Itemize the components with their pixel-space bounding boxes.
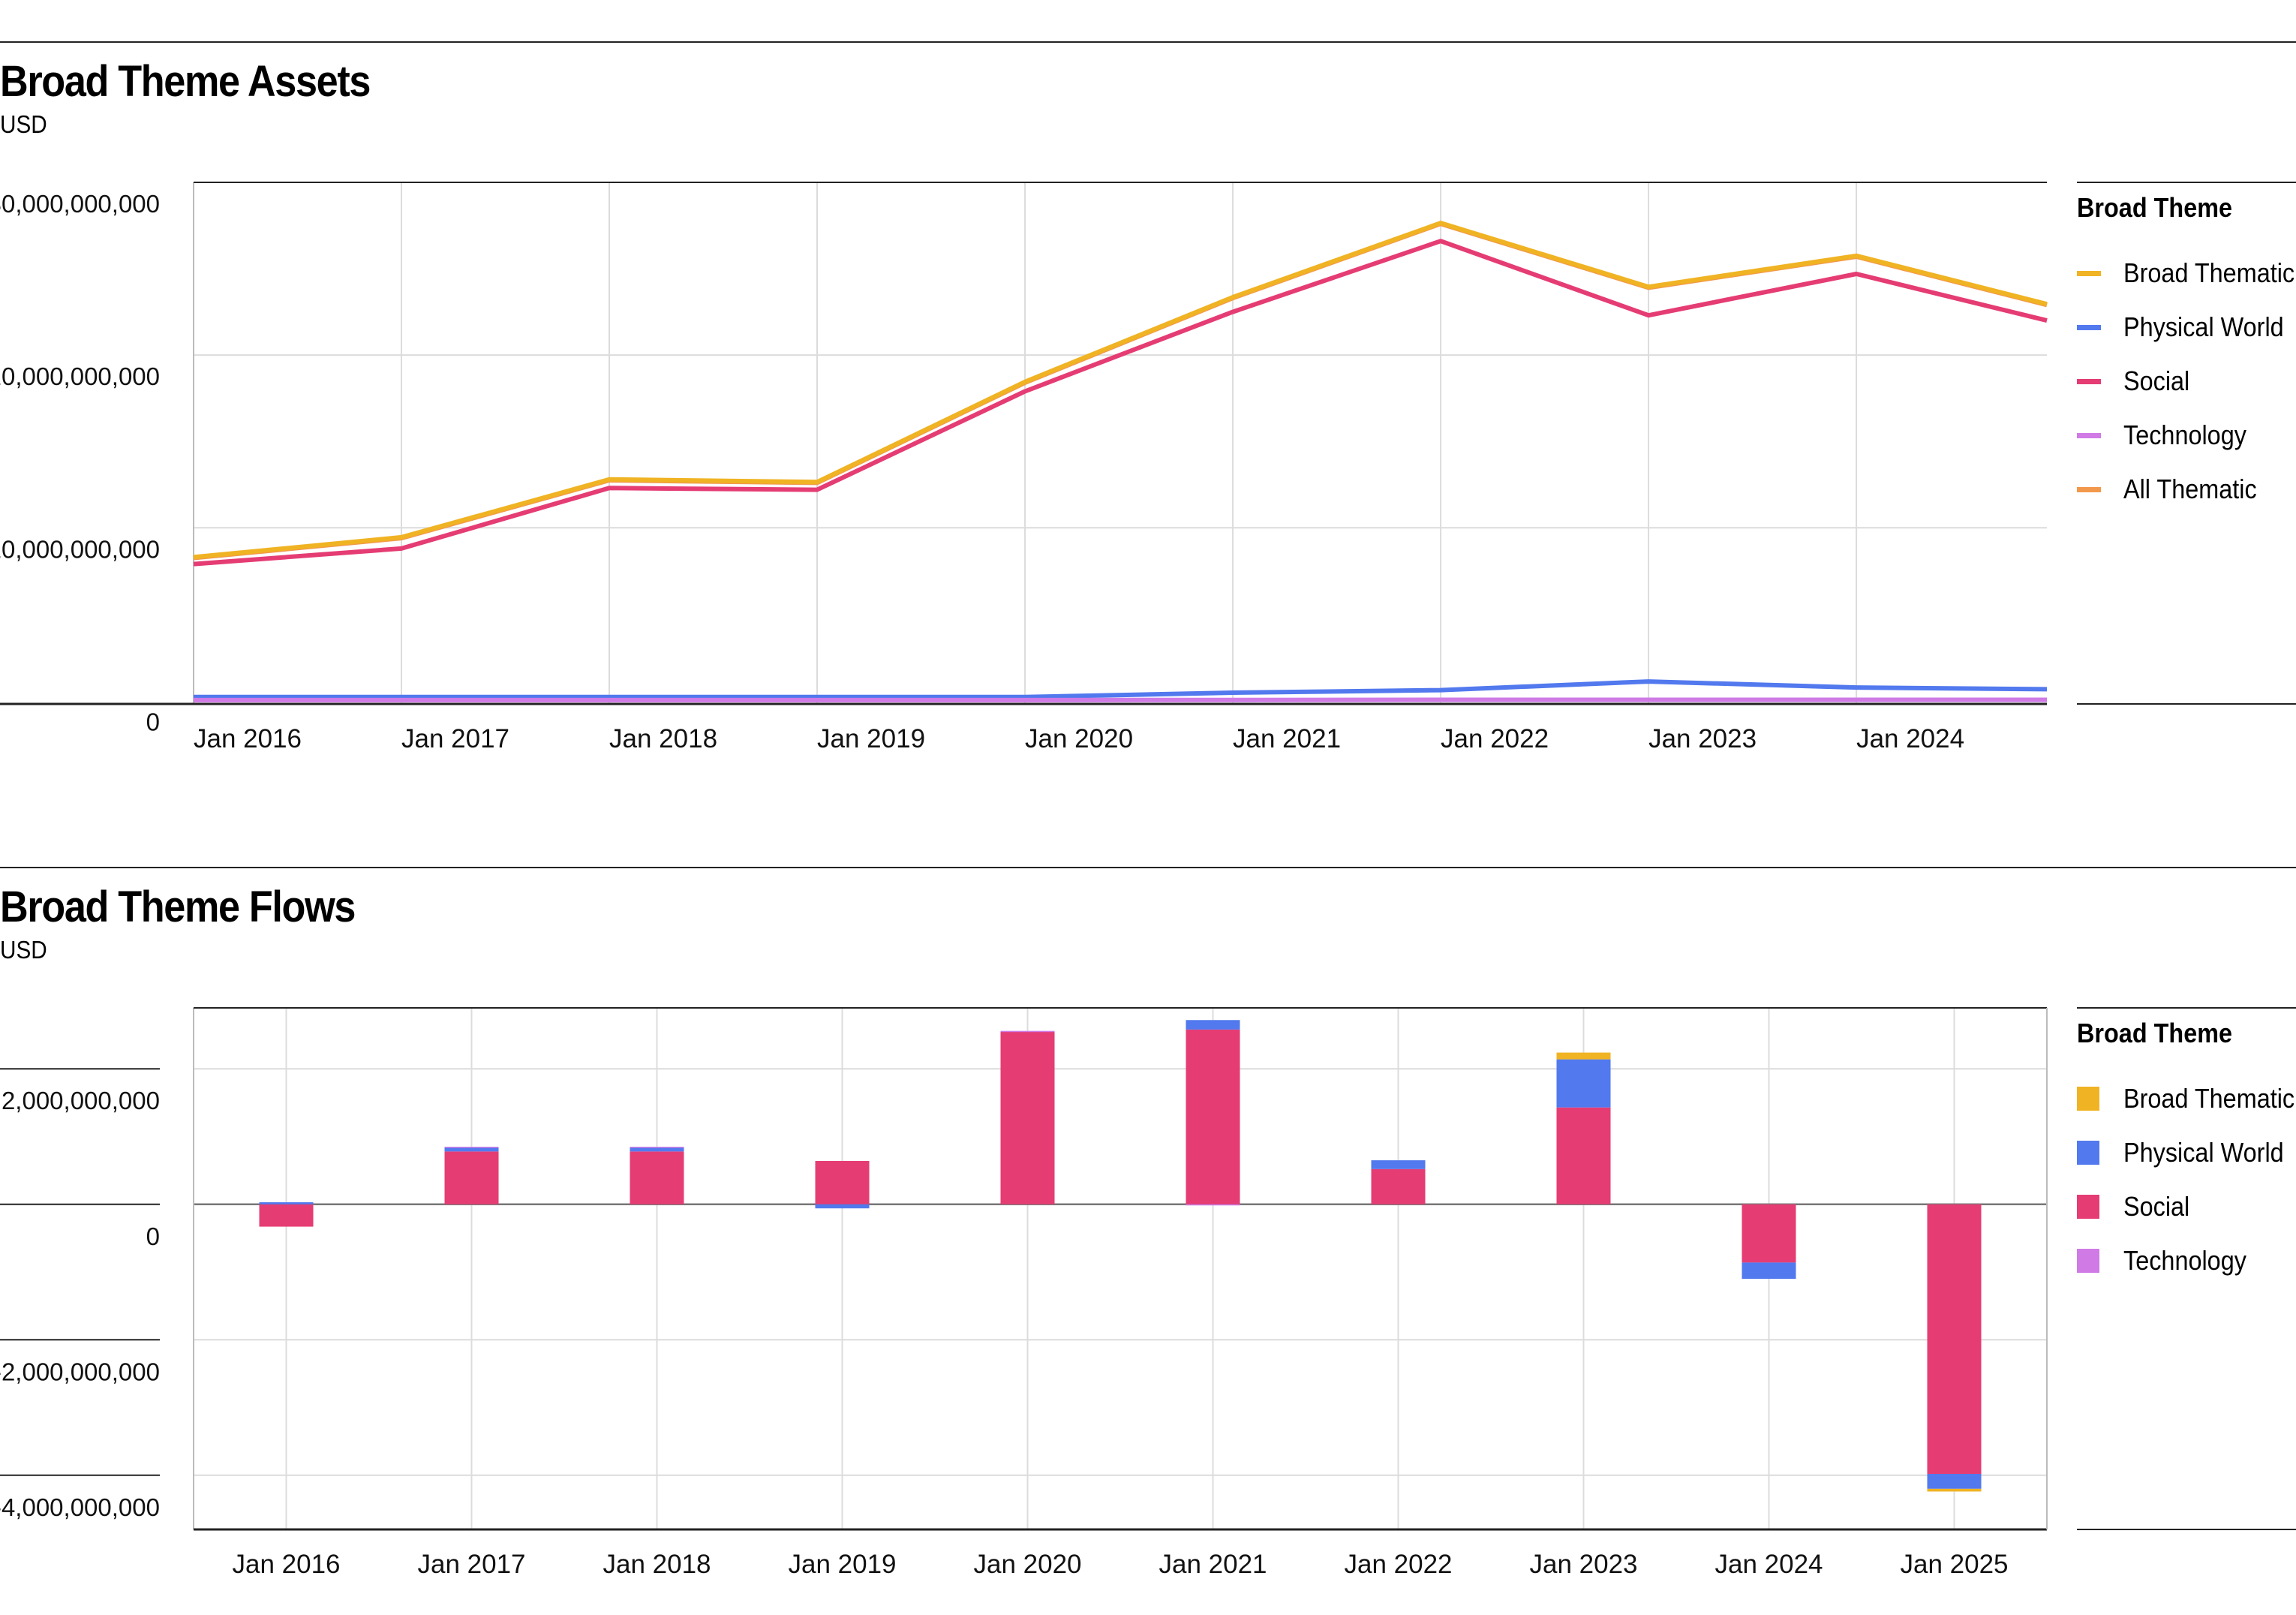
flows-x-tick-label: Jan 2016 bbox=[232, 1550, 340, 1579]
flows-bar-segment-social bbox=[444, 1151, 499, 1204]
flows-bar-segment-social bbox=[1000, 1031, 1055, 1204]
flows-panel: Broad Theme Flows USD bbox=[0, 867, 2296, 1615]
assets-legend-label: Broad Thematic bbox=[2123, 257, 2295, 288]
flows-legend-label: Physical World bbox=[2123, 1137, 2284, 1168]
flows-y-tick-label: -4,000,000,000 bbox=[0, 1493, 160, 1521]
flows-legend-item-physical-world: Physical World bbox=[2077, 1126, 2296, 1180]
assets-legend-title: Broad Theme bbox=[2077, 192, 2233, 223]
flows-x-tick-label: Jan 2020 bbox=[973, 1550, 1081, 1579]
assets-legend-item-technology: Technology bbox=[2077, 408, 2296, 462]
flows-bar-segment-technology bbox=[630, 1147, 684, 1148]
assets-legend-swatch bbox=[2077, 486, 2101, 492]
assets-legend-item-all-thematic: All Thematic bbox=[2077, 462, 2296, 516]
assets-legend-swatch bbox=[2077, 378, 2101, 384]
flows-bar-segment-physical-world bbox=[630, 1147, 684, 1152]
assets-x-tick-label: Jan 2018 bbox=[609, 724, 717, 753]
flows-bar-segment-social bbox=[630, 1151, 684, 1204]
flows-bar-segment-physical-world bbox=[815, 1204, 870, 1209]
assets-x-tick-label: Jan 2023 bbox=[1648, 724, 1757, 753]
flows-bar-segment-physical-world bbox=[1742, 1262, 1796, 1280]
assets-legend-label: Physical World bbox=[2123, 311, 2284, 342]
flows-bar-segment-social bbox=[1742, 1204, 1796, 1263]
flows-bar-segment-physical-world bbox=[1927, 1473, 1982, 1489]
flows-bar-segment-social bbox=[1927, 1204, 1982, 1474]
flows-bar-segment-broad-thematic bbox=[1927, 1488, 1982, 1492]
flows-bar-segment-social bbox=[1371, 1168, 1426, 1204]
flows-x-tick-label: Jan 2018 bbox=[603, 1550, 711, 1579]
flows-legend-swatch bbox=[2077, 1087, 2099, 1111]
assets-legend-item-physical-world: Physical World bbox=[2077, 300, 2296, 354]
assets-chart-unit: USD bbox=[0, 110, 47, 138]
flows-bar-segment-broad-thematic bbox=[1556, 1052, 1611, 1060]
flows-legend-swatch bbox=[2077, 1141, 2099, 1165]
assets-x-tick-label: Jan 2021 bbox=[1233, 724, 1341, 753]
assets-y-tick-label: 20,000,000,000 bbox=[0, 362, 160, 390]
assets-legend-swatch bbox=[2077, 270, 2101, 276]
flows-x-tick-label: Jan 2019 bbox=[788, 1550, 896, 1579]
assets-y-tick-label: 30,000,000,000 bbox=[0, 190, 160, 218]
flows-x-tick-label: Jan 2022 bbox=[1344, 1550, 1452, 1579]
flows-legend-label: Broad Thematic bbox=[2123, 1083, 2295, 1114]
assets-series-line-physical-world bbox=[194, 679, 2048, 699]
flows-legend-swatch bbox=[2077, 1195, 2099, 1219]
assets-x-tick-label: Jan 2024 bbox=[1856, 724, 1964, 753]
flows-x-tick-label: Jan 2017 bbox=[417, 1550, 525, 1579]
flows-bar-segment-technology bbox=[1000, 1030, 1055, 1033]
flows-bar-segment-physical-world bbox=[259, 1202, 314, 1204]
flows-bar-segment-physical-world bbox=[1186, 1020, 1240, 1030]
assets-x-tick-label: Jan 2016 bbox=[194, 724, 302, 753]
flows-legend-swatch bbox=[2077, 1249, 2099, 1273]
assets-x-tick-label: Jan 2022 bbox=[1441, 724, 1549, 753]
flows-chart-unit: USD bbox=[0, 936, 47, 964]
assets-legend-label: All Thematic bbox=[2123, 474, 2257, 504]
flows-y-tick-label: 0 bbox=[146, 1223, 160, 1250]
assets-legend-swatch bbox=[2077, 432, 2101, 438]
assets-series-line-broad-thematic bbox=[193, 221, 2048, 560]
flows-bar-segment-social bbox=[259, 1204, 314, 1227]
flows-legend-title: Broad Theme bbox=[2077, 1018, 2233, 1048]
flows-bar-segment-physical-world bbox=[444, 1147, 499, 1152]
assets-panel: Broad Theme Assets USD bbox=[0, 41, 2296, 792]
flows-legend-item-technology: Technology bbox=[2077, 1234, 2296, 1288]
assets-legend: Broad Theme Broad Thematic Physical World… bbox=[2077, 192, 2296, 516]
flows-x-tick-label: Jan 2024 bbox=[1714, 1550, 1823, 1579]
flows-bar-segment-technology bbox=[1186, 1204, 1240, 1206]
assets-y-tick-label: 10,000,000,000 bbox=[0, 535, 160, 563]
flows-legend-item-social: Social bbox=[2077, 1180, 2296, 1234]
assets-series-line-social bbox=[193, 239, 2048, 567]
flows-y-tick-label: 2,000,000,000 bbox=[2, 1087, 160, 1114]
assets-panel-rule bbox=[0, 41, 2296, 43]
assets-x-tick-label: Jan 2020 bbox=[1025, 724, 1133, 753]
flows-bar-segment-technology bbox=[444, 1147, 499, 1148]
flows-y-tick-label: -2,000,000,000 bbox=[0, 1358, 160, 1385]
flows-x-tick-label: Jan 2021 bbox=[1159, 1550, 1267, 1579]
flows-x-tick-label: Jan 2025 bbox=[1900, 1550, 2008, 1579]
flows-legend-item-broad-thematic: Broad Thematic bbox=[2077, 1072, 2296, 1126]
assets-legend-item-social: Social bbox=[2077, 354, 2296, 408]
flows-x-tick-label: Jan 2023 bbox=[1529, 1550, 1637, 1579]
flows-legend: Broad Theme Broad Thematic Physical World… bbox=[2077, 1018, 2296, 1288]
assets-legend-label: Technology bbox=[2123, 420, 2246, 450]
flows-bar-segment-social bbox=[815, 1160, 870, 1204]
assets-line-chart: 0 10,000,000,000 20,000,000,000 30,000,000,… bbox=[0, 182, 2296, 753]
flows-bar-segment-physical-world bbox=[1556, 1059, 1611, 1108]
flows-chart-title: Broad Theme Flows bbox=[0, 883, 356, 931]
assets-legend-swatch bbox=[2077, 324, 2101, 330]
assets-y-tick-label: 0 bbox=[146, 708, 160, 735]
flows-legend-label: Social bbox=[2123, 1191, 2190, 1222]
assets-legend-label: Social bbox=[2123, 365, 2190, 396]
flows-bar-segment-social bbox=[1186, 1029, 1240, 1204]
assets-x-tick-label: Jan 2019 bbox=[817, 724, 925, 753]
flows-legend-label: Technology bbox=[2123, 1245, 2246, 1276]
flows-panel-rule bbox=[0, 867, 2296, 868]
assets-legend-item-broad-thematic: Broad Thematic bbox=[2077, 246, 2296, 300]
assets-chart-title: Broad Theme Assets bbox=[0, 57, 371, 106]
flows-bar-segment-social bbox=[1556, 1107, 1611, 1204]
assets-x-tick-label: Jan 2017 bbox=[401, 724, 509, 753]
flows-bar-segment-physical-world bbox=[1371, 1160, 1426, 1169]
